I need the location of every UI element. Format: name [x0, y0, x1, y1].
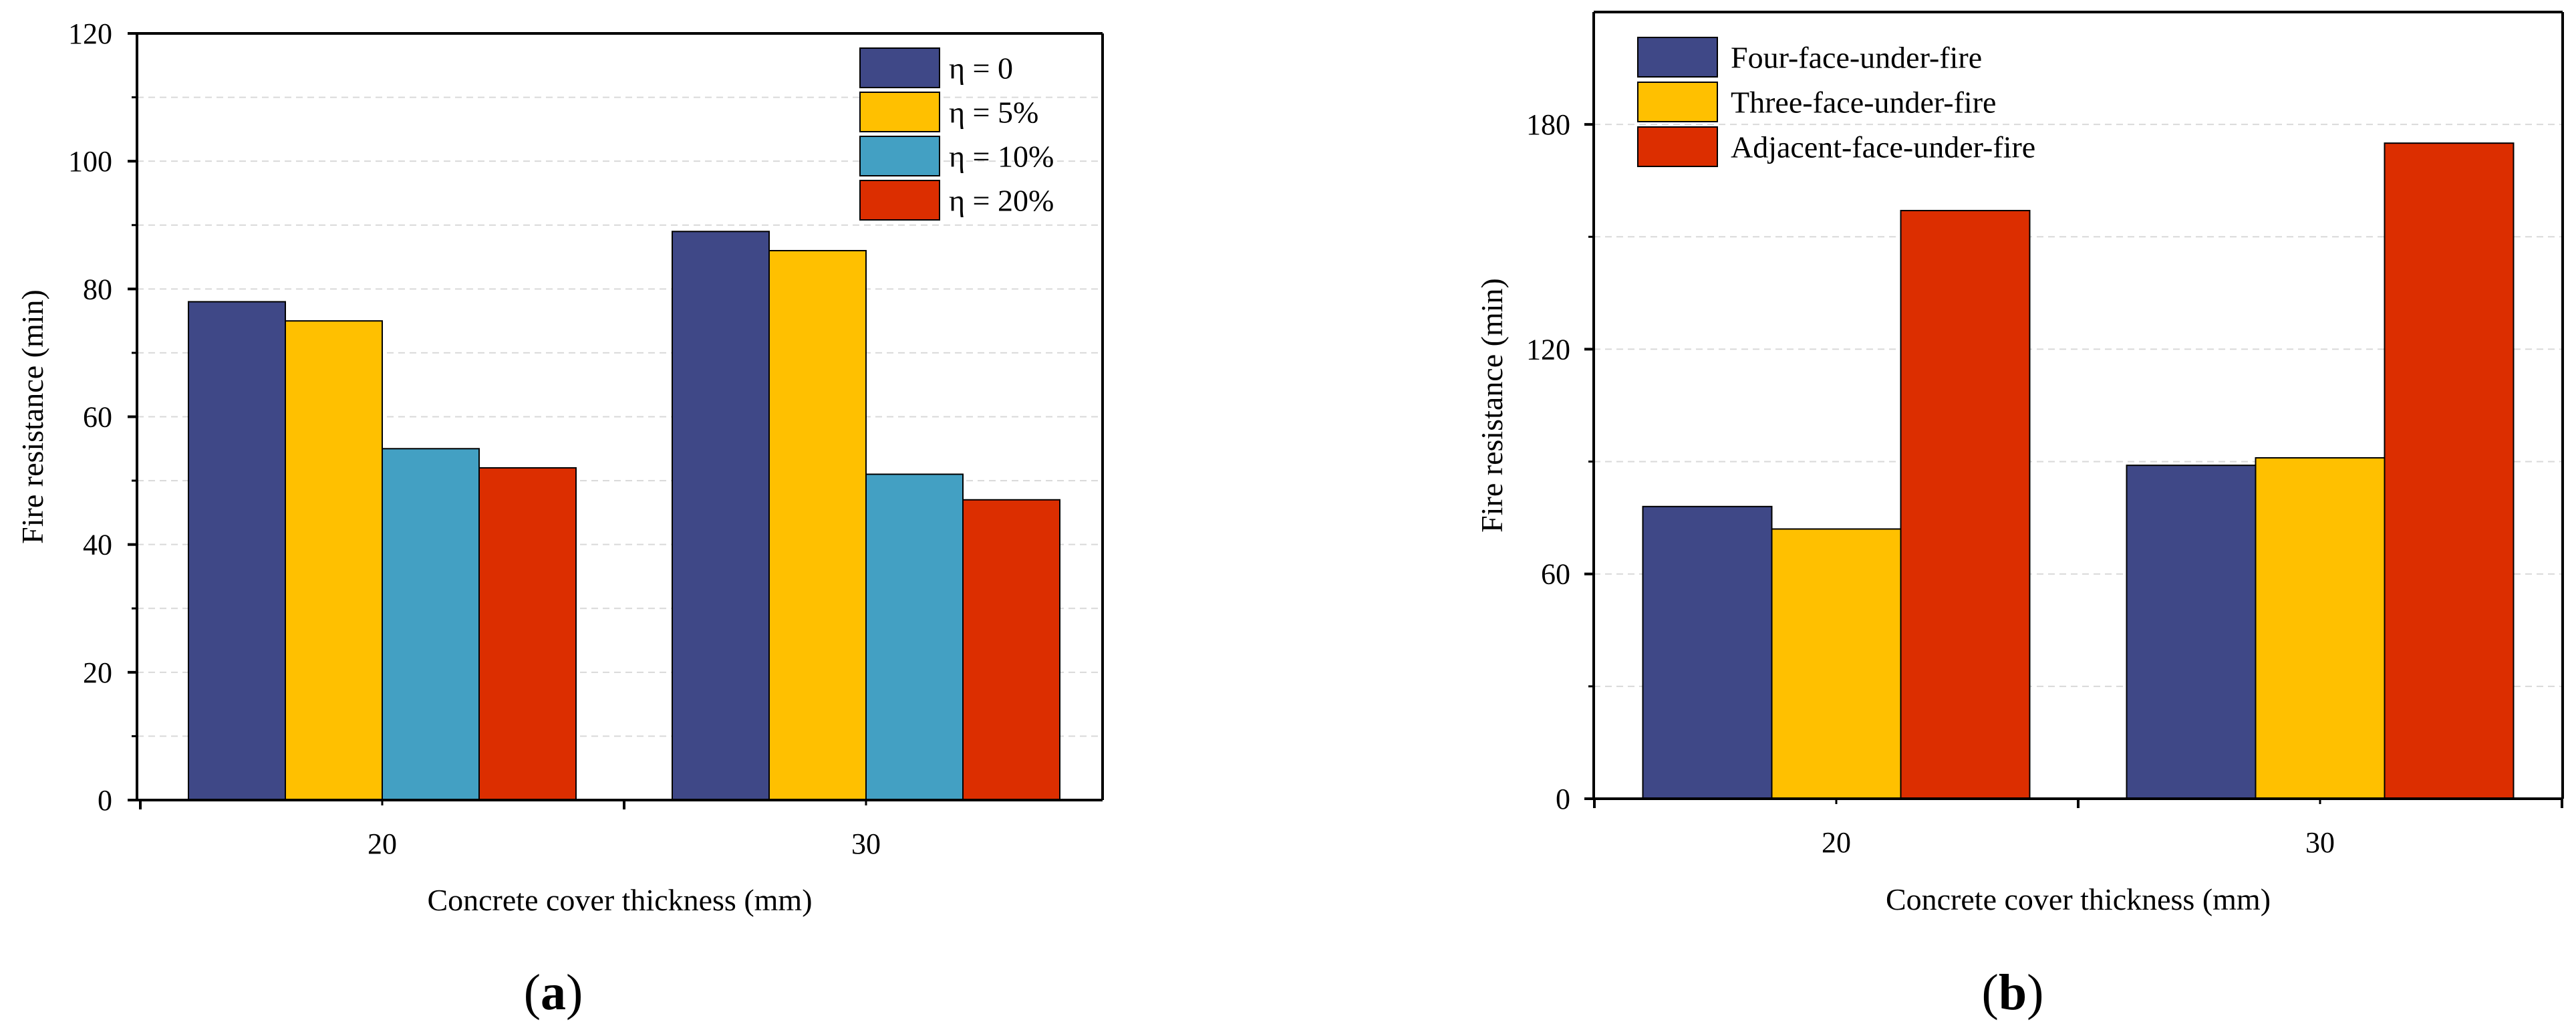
y-tick-label: 100: [68, 145, 112, 178]
bar-1-cat-2: [2126, 465, 2257, 800]
legend-label: Three-face-under-fire: [1731, 86, 1996, 120]
x-axis-title: Concrete cover thickness (mm): [427, 883, 812, 917]
y-tick-label: 120: [68, 17, 112, 50]
legend-swatch: [859, 136, 940, 176]
legend-label: η = 5%: [949, 96, 1038, 130]
y-tick-label: 60: [1541, 558, 1570, 591]
legend-label: Adjacent-face-under-fire: [1731, 130, 2035, 164]
panel-label-open: (: [1982, 964, 1999, 1021]
panel-label: (a): [524, 964, 583, 1021]
y-tick-label: 0: [98, 784, 112, 817]
panel-label-close: ): [566, 964, 583, 1021]
legend-swatch: [859, 180, 940, 221]
x-tick-label: 30: [2305, 826, 2335, 859]
y-tick-label: 120: [1526, 333, 1570, 366]
legend-label: η = 20%: [949, 184, 1054, 218]
panel-label-letter: b: [1999, 964, 2027, 1021]
x-tick-label: 30: [851, 827, 881, 860]
legend-label: η = 0: [949, 51, 1013, 86]
panel-label-letter: a: [541, 964, 566, 1021]
bar-3-cat-1: [382, 448, 480, 801]
bar-1-cat-1: [188, 301, 286, 801]
y-tick-label: 80: [83, 273, 112, 305]
y-axis-title: Fire resistance (min): [15, 289, 49, 544]
y-tick-label: 60: [83, 401, 112, 434]
chart-panel-a: 0 20 40 60 80 100 120 20 30 Concrete cover thickn…: [15, 17, 1104, 1021]
y-tick-label: 20: [83, 656, 112, 689]
bar-1-cat-1: [1642, 505, 1773, 799]
bar-2-cat-1: [285, 320, 383, 801]
bar-2-cat-2: [2255, 457, 2386, 799]
legend-label: Four-face-under-fire: [1731, 41, 1982, 75]
bar-3-cat-2: [865, 473, 964, 801]
x-tick-label: 20: [1822, 826, 1851, 859]
bar-1-cat-2: [672, 231, 770, 801]
y-tick-label: 40: [83, 529, 112, 561]
legend-swatch: [859, 92, 940, 132]
panel-label: (b): [1982, 964, 2044, 1021]
legend-swatch: [859, 47, 940, 88]
chart-panel-b: 0 60 120 180 20 30 Concrete cover thickness (m…: [1475, 11, 2564, 1021]
bar-4-cat-2: [962, 499, 1060, 801]
legend-swatch: [1637, 126, 1718, 167]
bar-2-cat-2: [768, 249, 867, 801]
y-tick-label: 180: [1526, 108, 1570, 141]
bar-2-cat-1: [1771, 528, 1902, 799]
legend-swatch: [1637, 82, 1718, 122]
x-tick-label: 20: [368, 827, 397, 860]
y-axis-title: Fire resistance (min): [1475, 278, 1509, 533]
panel-label-open: (: [524, 964, 541, 1021]
bar-3-cat-1: [1900, 210, 2031, 799]
legend-swatch: [1637, 37, 1718, 78]
legend-label: η = 10%: [949, 140, 1054, 174]
x-axis-title: Concrete cover thickness (mm): [1886, 882, 2271, 916]
y-tick-label: 0: [1556, 783, 1570, 815]
bar-3-cat-2: [2384, 142, 2515, 799]
panel-label-close: ): [2027, 964, 2043, 1021]
bar-4-cat-1: [478, 467, 577, 801]
